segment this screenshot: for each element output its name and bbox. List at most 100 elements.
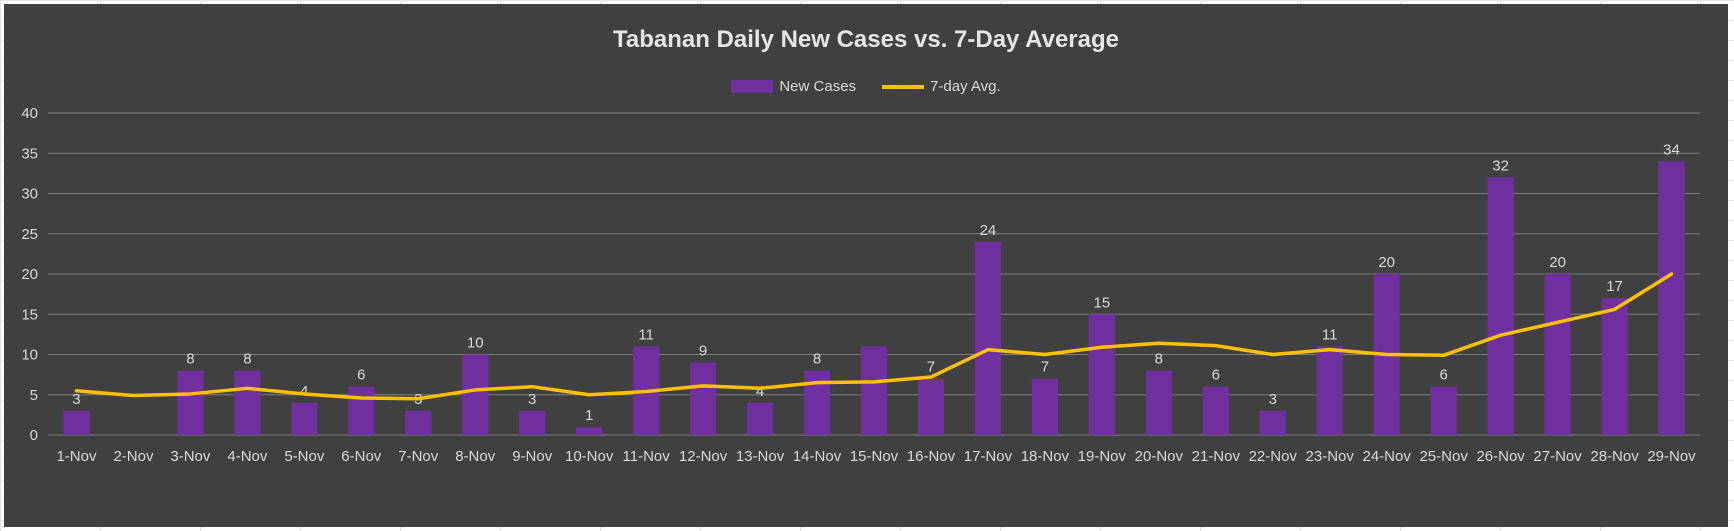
x-tick-label: 17-Nov — [964, 448, 1013, 465]
legend-label-7day-avg: 7-day Avg. — [930, 78, 1001, 95]
x-tick-label: 5-Nov — [284, 448, 325, 465]
bar-data-label: 7 — [1041, 359, 1049, 376]
x-tick-label: 22-Nov — [1249, 448, 1298, 465]
bar-data-label: 7 — [927, 359, 935, 376]
bar-data-label: 6 — [1212, 367, 1220, 384]
bar-data-label: 20 — [1378, 254, 1395, 271]
x-tick-label: 19-Nov — [1078, 448, 1127, 465]
y-tick-label: 0 — [30, 427, 38, 444]
x-tick-label: 11-Nov — [623, 448, 671, 465]
bar-data-label: 11 — [1322, 326, 1338, 343]
x-tick-label: 1-Nov — [56, 448, 97, 465]
bar-data-label: 10 — [467, 335, 484, 352]
bar-data-label: 15 — [1094, 294, 1111, 311]
bar — [234, 370, 261, 435]
y-tick-label: 40 — [21, 105, 38, 122]
legend-swatch-line — [882, 84, 925, 89]
y-tick-label: 5 — [30, 387, 38, 404]
bar — [462, 354, 489, 435]
chart-area[interactable]: Tabanan Daily New Cases vs. 7-Day Averag… — [4, 4, 1728, 527]
x-tick-label: 14-Nov — [793, 448, 842, 465]
x-tick-label: 21-Nov — [1192, 448, 1241, 465]
x-tick-label: 18-Nov — [1021, 448, 1070, 465]
bar — [860, 346, 888, 435]
bar — [1031, 378, 1058, 435]
bar-data-label: 20 — [1549, 254, 1566, 271]
bar — [974, 241, 1002, 435]
bar — [1430, 386, 1457, 435]
x-tick-label: 24-Nov — [1363, 448, 1412, 465]
y-tick-label: 35 — [21, 145, 38, 162]
x-tick-label: 8-Nov — [455, 448, 496, 465]
x-tick-label: 16-Nov — [907, 448, 956, 465]
y-tick-label: 30 — [21, 186, 38, 203]
bar-data-label: 3 — [72, 391, 80, 408]
y-tick-label: 25 — [21, 226, 38, 243]
bar — [1544, 274, 1571, 435]
x-tick-label: 4-Nov — [227, 448, 268, 465]
legend-item-new-cases: New Cases — [731, 78, 856, 95]
bar-data-label: 3 — [528, 391, 536, 408]
x-tick-label: 29-Nov — [1647, 448, 1696, 465]
bar — [917, 378, 945, 435]
bar — [177, 370, 204, 435]
x-tick-label: 6-Nov — [341, 448, 382, 465]
bar — [1088, 314, 1115, 435]
bar-data-label: 17 — [1606, 278, 1623, 295]
bar — [1145, 370, 1172, 435]
y-tick-label: 15 — [21, 306, 38, 323]
bar-data-label: 8 — [243, 351, 251, 368]
legend-item-7day-avg: 7-day Avg. — [882, 78, 1001, 95]
bar — [519, 410, 546, 435]
series-line-7day-avg — [74, 272, 1674, 401]
bar-data-label: 9 — [699, 343, 707, 360]
x-tick-label: 3-Nov — [170, 448, 211, 465]
bar-data-label: 8 — [1155, 351, 1163, 368]
x-tick-label: 28-Nov — [1590, 448, 1639, 465]
bar — [1601, 298, 1628, 435]
bar-data-label: 6 — [1439, 367, 1447, 384]
chart-legend: New Cases 7-day Avg. — [4, 78, 1728, 95]
x-tick-label: 10-Nov — [565, 448, 614, 465]
legend-label-new-cases: New Cases — [779, 78, 857, 95]
x-tick-label: 15-Nov — [850, 448, 899, 465]
x-tick-label: 12-Nov — [679, 448, 728, 465]
bar — [291, 402, 318, 435]
x-tick-label: 9-Nov — [512, 448, 553, 465]
bar — [690, 362, 717, 435]
x-tick-label: 27-Nov — [1533, 448, 1582, 465]
bar — [746, 402, 774, 435]
bar-data-label: 11 — [638, 326, 654, 343]
x-tick-label: 13-Nov — [736, 448, 785, 465]
y-tick-label: 10 — [21, 347, 38, 364]
bar-data-label: 1 — [585, 407, 593, 424]
chart-title: Tabanan Daily New Cases vs. 7-Day Averag… — [612, 26, 1119, 53]
bar — [1658, 161, 1685, 436]
bar-data-label: 4 — [756, 383, 764, 400]
bar-data-label: 6 — [357, 367, 365, 384]
bar — [1259, 410, 1286, 435]
bar — [405, 410, 432, 435]
legend-swatch-bar — [731, 80, 774, 93]
bar-data-label: 8 — [186, 351, 194, 368]
bar-data-label: 34 — [1663, 141, 1680, 158]
bar-data-label: 3 — [1269, 391, 1277, 408]
x-tick-label: 20-Nov — [1135, 448, 1184, 465]
bar — [1316, 346, 1343, 435]
x-tick-label: 26-Nov — [1476, 448, 1525, 465]
y-tick-label: 20 — [21, 266, 38, 283]
bar-data-label: 24 — [980, 222, 997, 239]
bar-data-label: 8 — [813, 351, 821, 368]
bar — [63, 410, 90, 435]
bar-data-label: 32 — [1492, 157, 1509, 174]
x-tick-label: 25-Nov — [1419, 448, 1468, 465]
bar — [576, 426, 603, 435]
x-tick-label: 2-Nov — [113, 448, 154, 465]
x-tick-label: 23-Nov — [1306, 448, 1355, 465]
bar — [803, 370, 831, 435]
bar — [1202, 386, 1229, 435]
bar-data-label: 4 — [300, 383, 308, 400]
bar — [348, 386, 375, 435]
bar — [1487, 177, 1514, 435]
